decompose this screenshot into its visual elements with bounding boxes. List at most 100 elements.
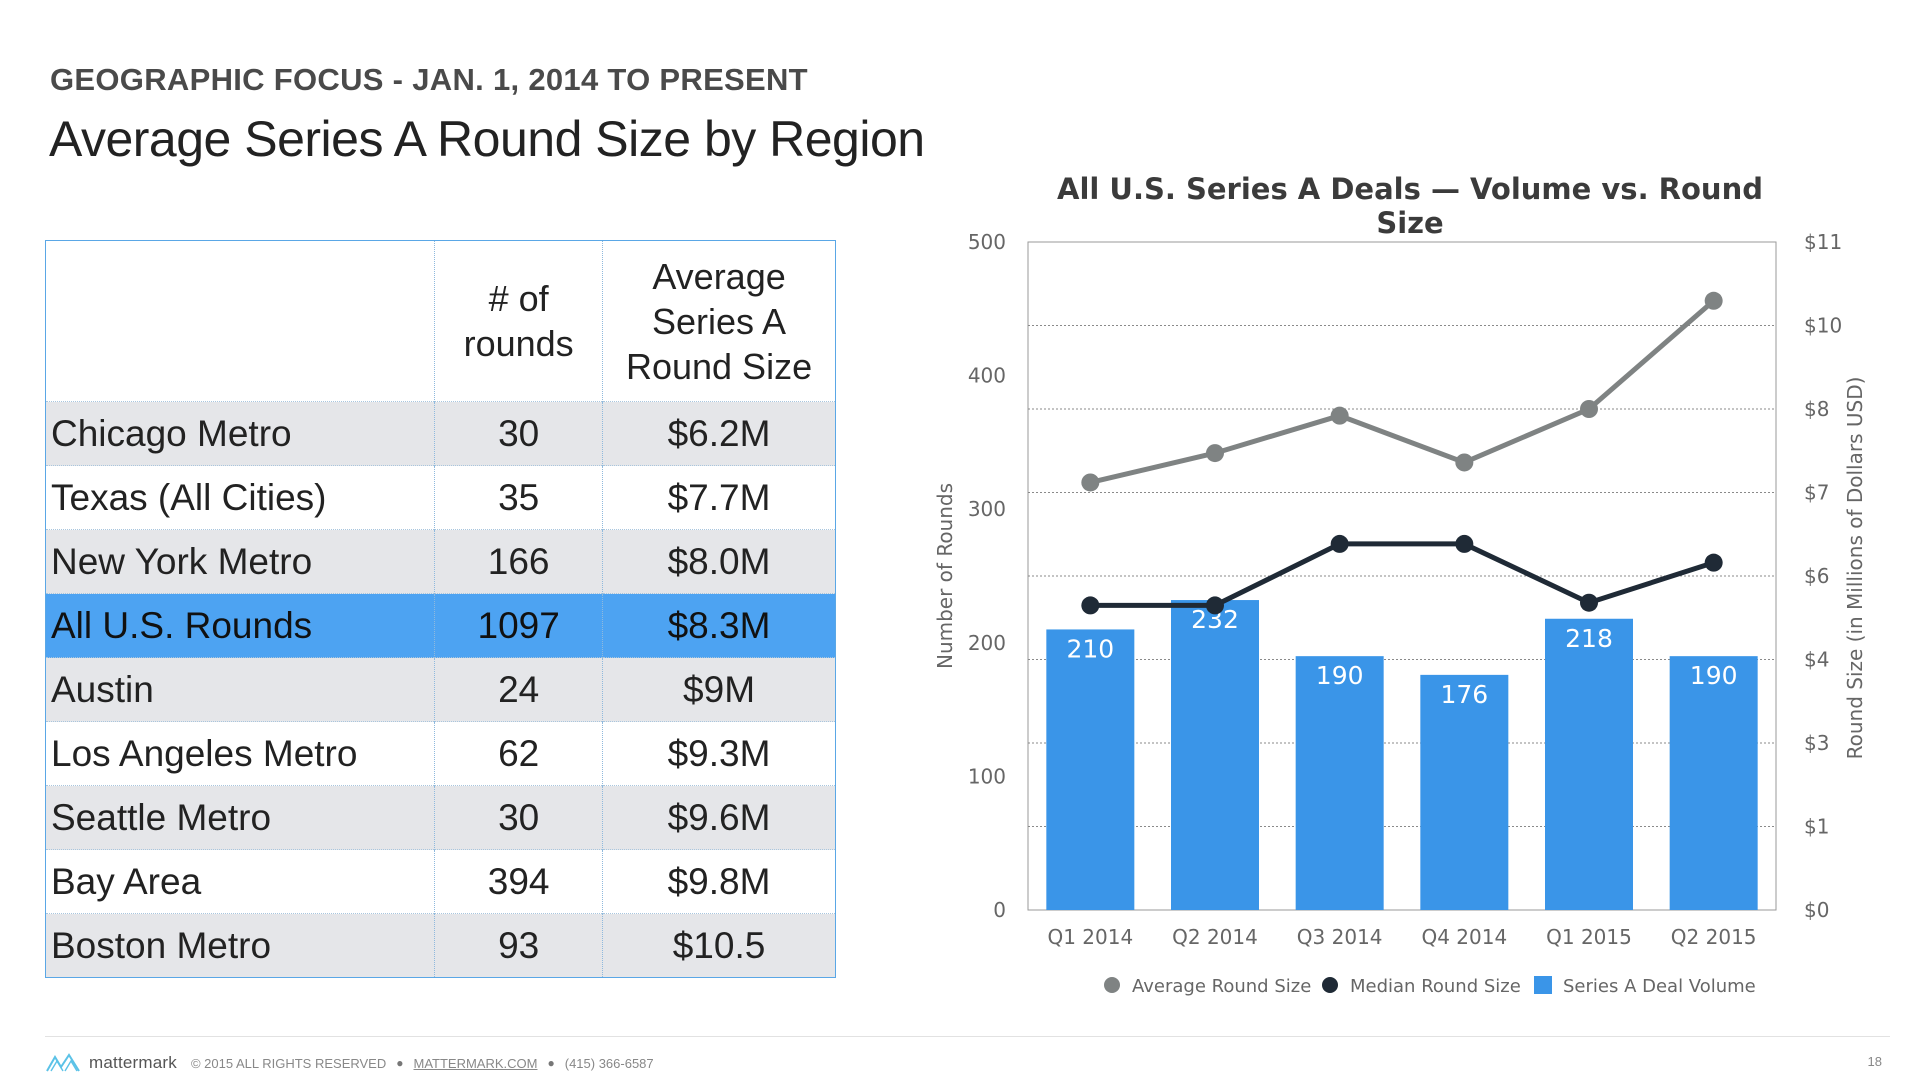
table-header-row: # of rounds Average Series A Round Size <box>44 240 836 402</box>
rounds-cell: 93 <box>434 913 604 978</box>
x-tick-label: Q2 2015 <box>1671 925 1757 949</box>
avg-size-cell: $10.5 <box>602 913 836 978</box>
rounds-cell: 30 <box>434 785 604 850</box>
region-table: # of rounds Average Series A Round Size … <box>44 240 836 978</box>
right-tick-label: $1 <box>1804 815 1829 839</box>
page-title: Average Series A Round Size by Region <box>49 111 925 167</box>
left-tick-label: 300 <box>968 497 1006 521</box>
median-round-sizepoint <box>1206 596 1224 615</box>
rounds-cell: 30 <box>434 401 604 466</box>
x-tick-label: Q1 2015 <box>1546 925 1632 949</box>
deal-volume-bar <box>1669 656 1758 910</box>
deal-volume-bar <box>1171 600 1259 910</box>
header-region <box>44 240 436 402</box>
bar-value-label: 218 <box>1565 624 1613 653</box>
footer-separator: ● <box>396 1056 404 1070</box>
mattermark-logo-icon <box>46 1053 80 1072</box>
rounds-cell: 62 <box>434 721 604 786</box>
region-cell: Los Angeles Metro <box>44 721 436 786</box>
region-cell: All U.S. Rounds <box>44 593 436 658</box>
median-round-sizepoint <box>1455 534 1474 553</box>
avg-size-cell: $9.3M <box>602 721 836 786</box>
deal-volume-bar <box>1420 674 1509 910</box>
bar-value-label: 190 <box>1316 661 1364 690</box>
region-cell: Chicago Metro <box>44 401 436 466</box>
average-round-sizepoint <box>1330 406 1349 425</box>
average-round-sizepoint <box>1455 453 1474 472</box>
deal-volume-bar <box>1295 656 1384 910</box>
left-tick-label: 200 <box>968 631 1006 655</box>
region-cell: New York Metro <box>44 529 436 594</box>
brand-name: mattermark <box>89 1053 177 1072</box>
deal-volume-bar <box>1046 629 1135 910</box>
table-row: All U.S. Rounds 1097 $8.3M <box>44 593 836 658</box>
region-cell: Texas (All Cities) <box>44 465 436 530</box>
x-tick-label: Q1 2014 <box>1047 925 1133 949</box>
median-round-sizepoint <box>1580 593 1598 612</box>
table-row: Bay Area 394 $9.8M <box>44 849 836 914</box>
region-cell: Boston Metro <box>44 913 436 978</box>
legend-swatch-icon <box>1534 976 1552 994</box>
x-tick-label: Q2 2014 <box>1172 925 1258 949</box>
right-tick-label: $4 <box>1804 648 1829 672</box>
region-cell: Bay Area <box>44 849 436 914</box>
median-round-sizepoint <box>1704 553 1723 572</box>
table-row: Boston Metro 93 $10.5 <box>44 913 836 978</box>
right-tick-label: $11 <box>1804 230 1842 254</box>
left-tick-label: 0 <box>993 898 1006 922</box>
left-tick-label: 500 <box>968 230 1006 254</box>
average-round-sizeline <box>1089 298 1716 485</box>
region-cell: Austin <box>44 657 436 722</box>
site-link[interactable]: MATTERMARK.COM <box>413 1055 538 1071</box>
table-row: Texas (All Cities) 35 $7.7M <box>44 465 836 530</box>
left-axis-title: Number of Rounds <box>933 483 957 669</box>
copyright: © 2015 ALL RIGHTS RESERVED <box>190 1055 387 1071</box>
header-avg-round-size: Average Series A Round Size <box>602 240 836 402</box>
rounds-cell: 35 <box>434 465 604 530</box>
legend-swatch-icon <box>1104 977 1120 993</box>
x-tick-label: Q4 2014 <box>1421 925 1507 949</box>
average-round-sizepoint <box>1206 444 1224 463</box>
median-round-sizepoint <box>1081 596 1100 615</box>
table-row: Austin 24 $9M <box>44 657 836 722</box>
rounds-cell: 24 <box>434 657 604 722</box>
average-round-sizepoint <box>1081 473 1100 492</box>
table-row: Seattle Metro 30 $9.6M <box>44 785 836 850</box>
bar-value-label: 176 <box>1440 680 1488 709</box>
right-tick-label: $0 <box>1804 898 1829 922</box>
right-tick-label: $8 <box>1804 397 1829 421</box>
median-round-sizepoint <box>1330 534 1349 553</box>
footer-separator: ● <box>547 1056 555 1070</box>
phone-number: (415) 366-6587 <box>564 1055 654 1071</box>
avg-size-cell: $6.2M <box>602 401 836 466</box>
page-number: 18 <box>1867 1054 1882 1069</box>
legend-label: Median Round Size <box>1350 976 1521 997</box>
header-rounds: # of rounds <box>434 240 604 402</box>
avg-size-cell: $9.8M <box>602 849 836 914</box>
rounds-cell: 394 <box>434 849 604 914</box>
legend-label: Series A Deal Volume <box>1563 976 1756 997</box>
bar-value-label: 210 <box>1066 634 1114 663</box>
bar-value-label: 190 <box>1690 661 1738 690</box>
avg-size-cell: $9.6M <box>602 785 836 850</box>
x-tick-label: Q3 2014 <box>1297 925 1383 949</box>
average-round-sizepoint <box>1580 400 1598 418</box>
left-tick-label: 100 <box>968 764 1006 788</box>
table-row: Los Angeles Metro 62 $9.3M <box>44 721 836 786</box>
rounds-cell: 166 <box>434 529 604 594</box>
right-tick-label: $10 <box>1804 314 1842 338</box>
footer-divider <box>45 1036 1890 1037</box>
avg-size-cell: $9M <box>602 657 836 722</box>
avg-size-cell: $8.3M <box>602 593 836 658</box>
deal-volume-bar <box>1545 618 1633 910</box>
average-round-sizepoint <box>1704 291 1723 310</box>
region-cell: Seattle Metro <box>44 785 436 850</box>
right-tick-label: $3 <box>1804 731 1829 755</box>
footer: mattermark © 2015 ALL RIGHTS RESERVED ● … <box>45 1050 654 1076</box>
median-round-sizeline <box>1090 541 1715 608</box>
right-tick-label: $6 <box>1804 564 1829 588</box>
left-tick-label: 400 <box>968 364 1006 388</box>
chart-title: All U.S. Series A Deals — Volume vs. Rou… <box>1057 172 1763 240</box>
right-axis-title: Round Size (in Millions of Dollars USD) <box>1843 377 1867 760</box>
